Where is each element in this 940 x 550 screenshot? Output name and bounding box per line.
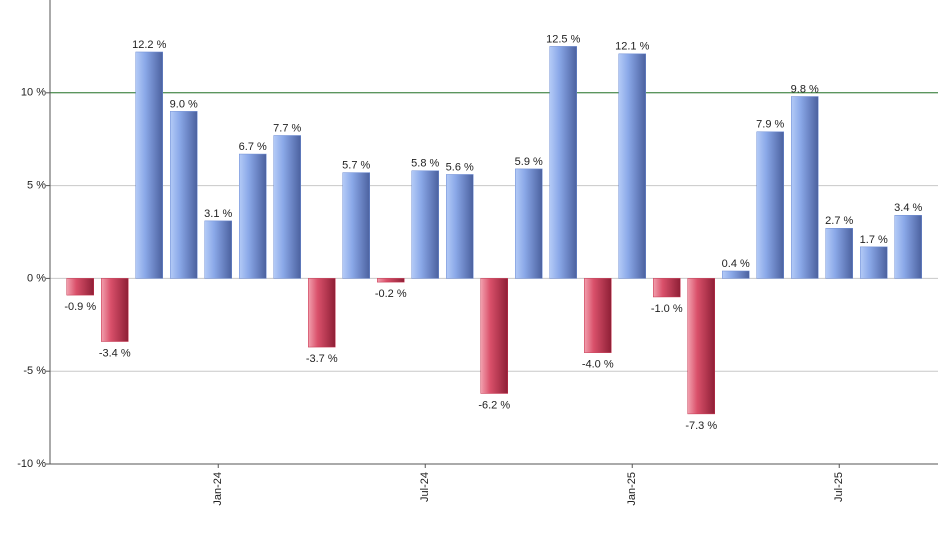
data-label: 5.8 % xyxy=(411,158,439,170)
y-tick-label: -10 % xyxy=(17,458,46,470)
data-label: 7.7 % xyxy=(273,122,301,134)
bar xyxy=(756,131,784,279)
bar xyxy=(342,172,370,279)
data-label: -3.7 % xyxy=(306,353,338,365)
bar xyxy=(480,278,508,394)
data-label: 5.6 % xyxy=(446,161,474,173)
bar xyxy=(618,53,646,279)
data-label: -0.2 % xyxy=(375,288,407,300)
data-label: -7.3 % xyxy=(685,420,717,432)
x-tick-label: Jan-25 xyxy=(626,472,638,506)
bar xyxy=(825,228,853,279)
bar xyxy=(549,46,577,279)
data-label: 12.1 % xyxy=(615,41,649,53)
bar xyxy=(860,246,888,279)
bar xyxy=(239,153,267,279)
data-label: 5.7 % xyxy=(342,160,370,172)
bar xyxy=(101,278,129,342)
data-label: -0.9 % xyxy=(64,301,96,313)
bar xyxy=(170,111,198,279)
bar xyxy=(722,270,750,279)
data-label: 12.2 % xyxy=(132,39,166,51)
data-label: -6.2 % xyxy=(478,399,510,411)
bar xyxy=(66,278,94,296)
bar xyxy=(273,135,301,279)
data-label: -4.0 % xyxy=(582,359,614,371)
bar xyxy=(308,278,336,348)
bar xyxy=(653,278,681,298)
data-label: 7.9 % xyxy=(756,119,784,131)
bar xyxy=(446,174,474,279)
bar xyxy=(687,278,715,415)
data-label: 0.4 % xyxy=(722,258,750,270)
y-tick-label: -5 % xyxy=(23,365,46,377)
bar xyxy=(135,51,163,279)
data-label: -3.4 % xyxy=(99,347,131,359)
data-label: 3.1 % xyxy=(204,208,232,220)
bar xyxy=(584,278,612,353)
data-label: 9.0 % xyxy=(170,98,198,110)
x-tick-label: Jul-24 xyxy=(419,472,431,502)
data-label: 12.5 % xyxy=(546,33,580,45)
x-tick-label: Jan-24 xyxy=(212,472,224,506)
data-label: 1.7 % xyxy=(860,234,888,246)
bar xyxy=(894,215,922,279)
bar xyxy=(411,170,439,279)
y-tick-label: 5 % xyxy=(27,180,46,192)
data-label: -1.0 % xyxy=(651,303,683,315)
bar xyxy=(377,278,405,283)
data-label: 5.9 % xyxy=(515,156,543,168)
data-label: 6.7 % xyxy=(239,141,267,153)
bar xyxy=(515,168,543,279)
bar xyxy=(204,220,232,279)
x-tick-label: Jul-25 xyxy=(833,472,845,502)
data-label: 3.4 % xyxy=(894,202,922,214)
y-tick-label: 10 % xyxy=(21,87,46,99)
data-label: 9.8 % xyxy=(791,83,819,95)
y-tick-label: 0 % xyxy=(27,272,46,284)
bar xyxy=(791,96,819,279)
data-label: 2.7 % xyxy=(825,215,853,227)
